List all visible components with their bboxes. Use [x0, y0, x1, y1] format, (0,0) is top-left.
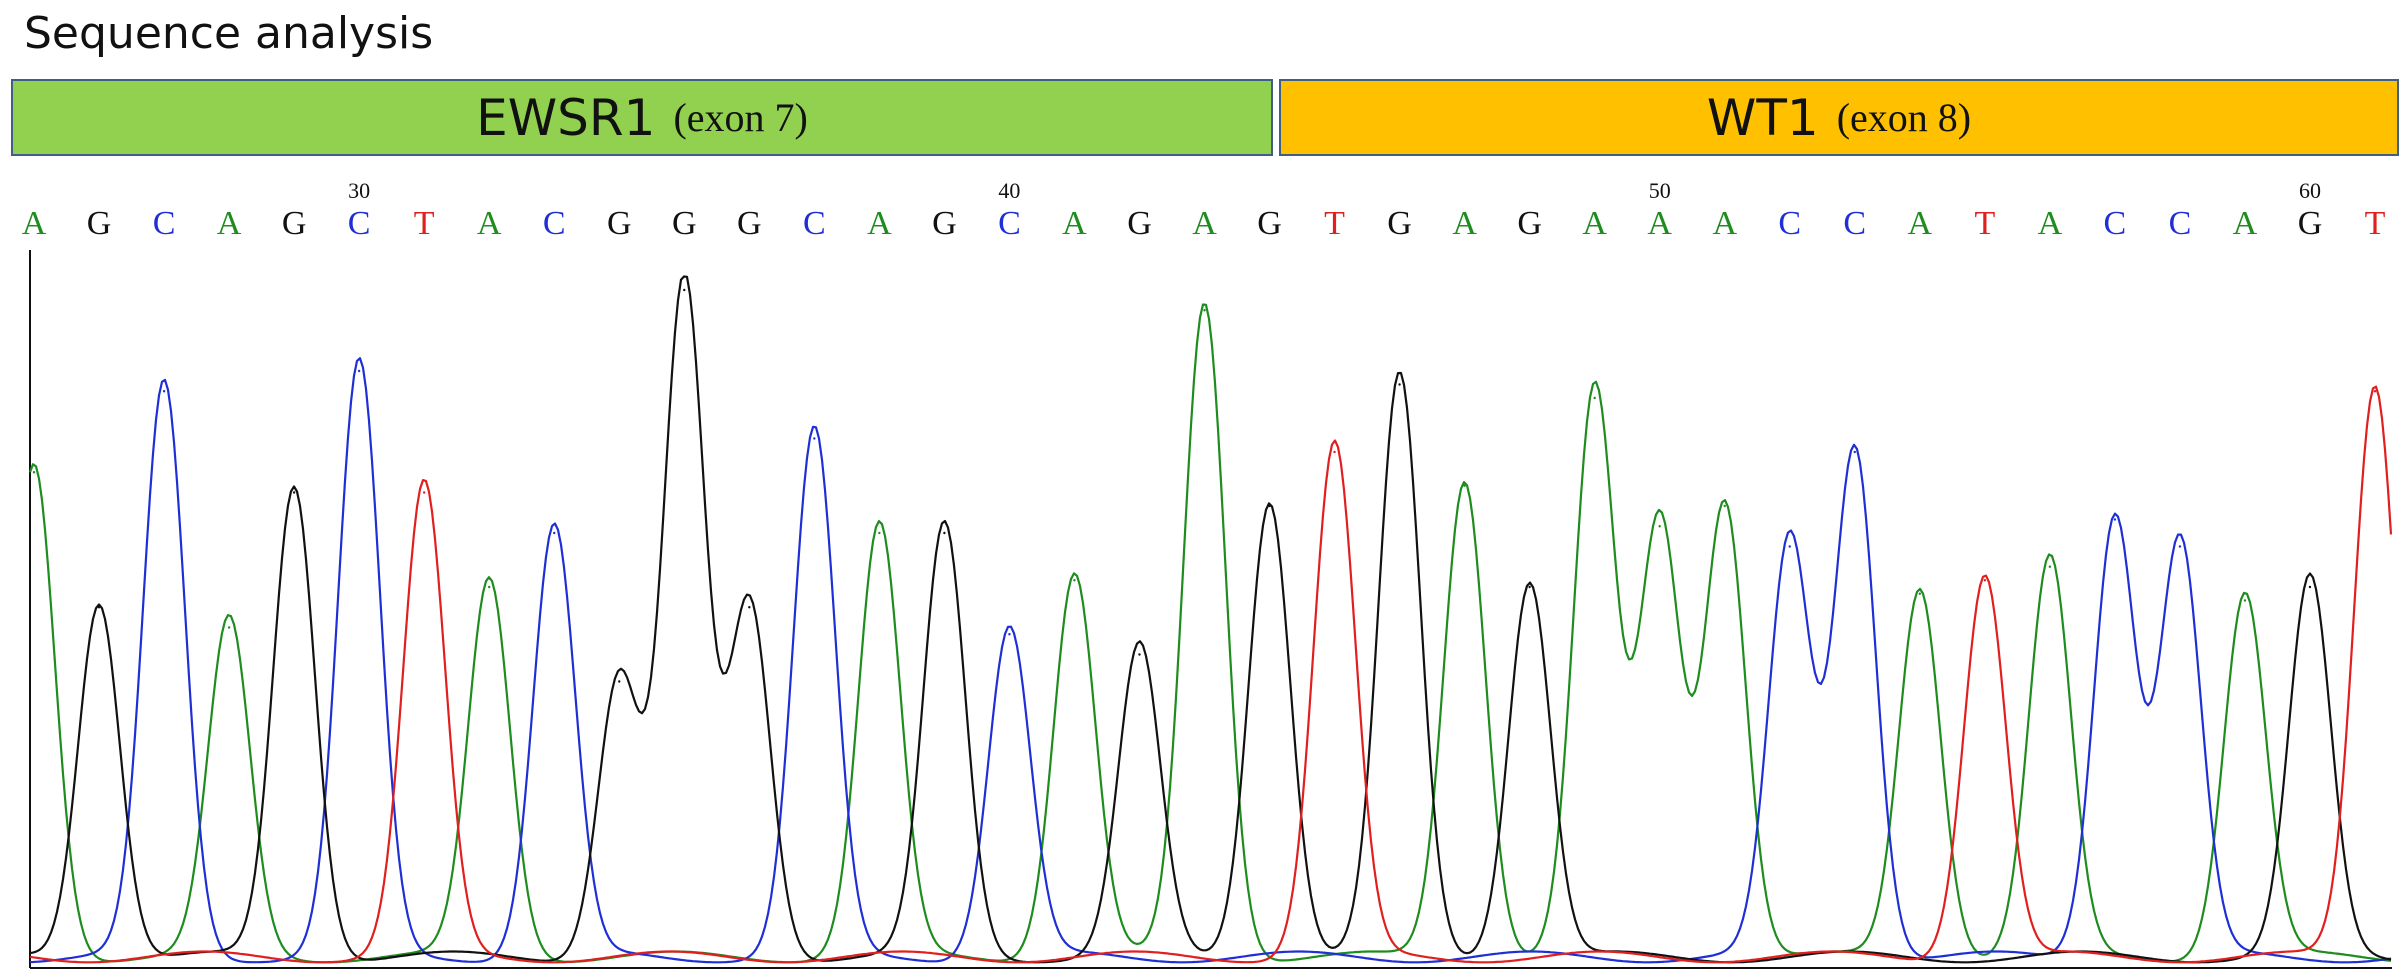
- peak-point: [878, 531, 881, 535]
- chromatogram-chart: 30 40 50 60 A G C A G C T A C G G G C A G C A G A G T G A G A A A C C A T A…: [22, 178, 2393, 969]
- page-title: Sequence analysis: [24, 8, 434, 59]
- trace-G: [29, 275, 2392, 964]
- base-call-label: G: [87, 205, 112, 242]
- peak-point: [1203, 309, 1206, 312]
- position-label: 60: [2299, 178, 2321, 203]
- peak-point: [553, 531, 556, 535]
- peak-point: [1853, 450, 1856, 454]
- gene-exon-ewsr1: (exon 7): [673, 95, 808, 140]
- base-call-label: G: [1387, 205, 1412, 242]
- peak-point: [1918, 592, 1922, 595]
- trace-A: [28, 303, 2392, 964]
- base-call-label: A: [1192, 205, 1217, 242]
- base-call-label: C: [348, 205, 371, 242]
- peak-point: [1073, 579, 1076, 582]
- base-call-label: C: [998, 205, 1021, 242]
- peak-point: [97, 606, 101, 609]
- peak-point: [1008, 633, 1011, 636]
- base-call-label: T: [1324, 205, 1345, 242]
- trace-C: [29, 357, 2392, 964]
- peak-point: [683, 288, 686, 292]
- base-call-label: A: [1062, 205, 1087, 242]
- base-call-label: T: [1974, 205, 1995, 242]
- peak-point: [1983, 579, 1987, 582]
- peak-point: [2178, 545, 2182, 548]
- base-call-label: C: [803, 205, 826, 242]
- base-call-label: A: [2038, 205, 2063, 242]
- base-call-label: A: [2233, 205, 2258, 242]
- gene-bar-ewsr1: EWSR1 (exon 7): [11, 79, 1273, 156]
- base-call-label: C: [153, 205, 176, 242]
- peak-point: [357, 369, 361, 373]
- peak-point: [2373, 390, 2377, 393]
- peak-point: [227, 626, 231, 629]
- peak-point: [1398, 383, 1401, 386]
- base-call-label: G: [2298, 205, 2323, 242]
- base-call-label: A: [1712, 205, 1737, 242]
- base-call-label: G: [737, 205, 762, 242]
- peak-point: [1138, 653, 1141, 656]
- base-call-label: A: [477, 205, 502, 242]
- base-call-label: G: [1257, 205, 1282, 242]
- position-label: 40: [998, 178, 1020, 203]
- base-call-label: C: [543, 205, 566, 242]
- base-call-label: G: [282, 205, 307, 242]
- gene-name-ewsr1: EWSR1: [476, 88, 656, 147]
- peak-point: [422, 491, 426, 494]
- peak-point: [32, 471, 36, 474]
- gene-bar-wt1: WT1 (exon 8): [1279, 79, 2399, 156]
- base-call-label: T: [414, 205, 435, 242]
- peak-point: [2048, 565, 2052, 568]
- position-label: 30: [348, 178, 370, 203]
- base-call-label: A: [22, 205, 47, 242]
- peak-point: [487, 585, 491, 589]
- peak-point: [1528, 585, 1531, 589]
- base-call-label: G: [1127, 205, 1152, 242]
- base-call-label: T: [2365, 205, 2386, 242]
- base-call-label: G: [672, 205, 697, 242]
- peak-point: [162, 390, 166, 393]
- peak-point: [1463, 484, 1466, 487]
- peak-point: [943, 531, 946, 535]
- base-call-label: G: [932, 205, 957, 242]
- base-call-label: C: [1843, 205, 1866, 242]
- peak-point: [618, 680, 621, 683]
- base-call-label: A: [1582, 205, 1607, 242]
- peak-point: [813, 437, 816, 440]
- peak-point: [2243, 599, 2247, 602]
- gene-exon-wt1: (exon 8): [1836, 95, 1972, 140]
- base-call-label: A: [1908, 205, 1933, 242]
- base-call-label: C: [1778, 205, 1801, 242]
- peak-point: [2113, 518, 2117, 521]
- base-call-label: C: [2104, 205, 2127, 242]
- peak-point: [1593, 396, 1596, 400]
- peak-point: [1788, 545, 1791, 548]
- base-call-label: A: [867, 205, 892, 242]
- peak-point: [1268, 504, 1271, 508]
- peak-point: [1723, 504, 1726, 508]
- trace-T: [29, 385, 2393, 964]
- position-label: 50: [1649, 178, 1671, 203]
- base-call-label: A: [1647, 205, 1672, 242]
- base-call-label: A: [217, 205, 242, 242]
- peak-point: [2308, 585, 2312, 589]
- base-call-label: C: [2169, 205, 2192, 242]
- peak-point: [1658, 525, 1661, 528]
- peak-point: [748, 606, 751, 609]
- gene-name-wt1: WT1: [1706, 88, 1819, 147]
- base-call-label: G: [607, 205, 632, 242]
- peak-point: [292, 491, 296, 494]
- peak-point: [1333, 450, 1336, 454]
- base-call-label: G: [1517, 205, 1542, 242]
- base-call-label: A: [1452, 205, 1477, 242]
